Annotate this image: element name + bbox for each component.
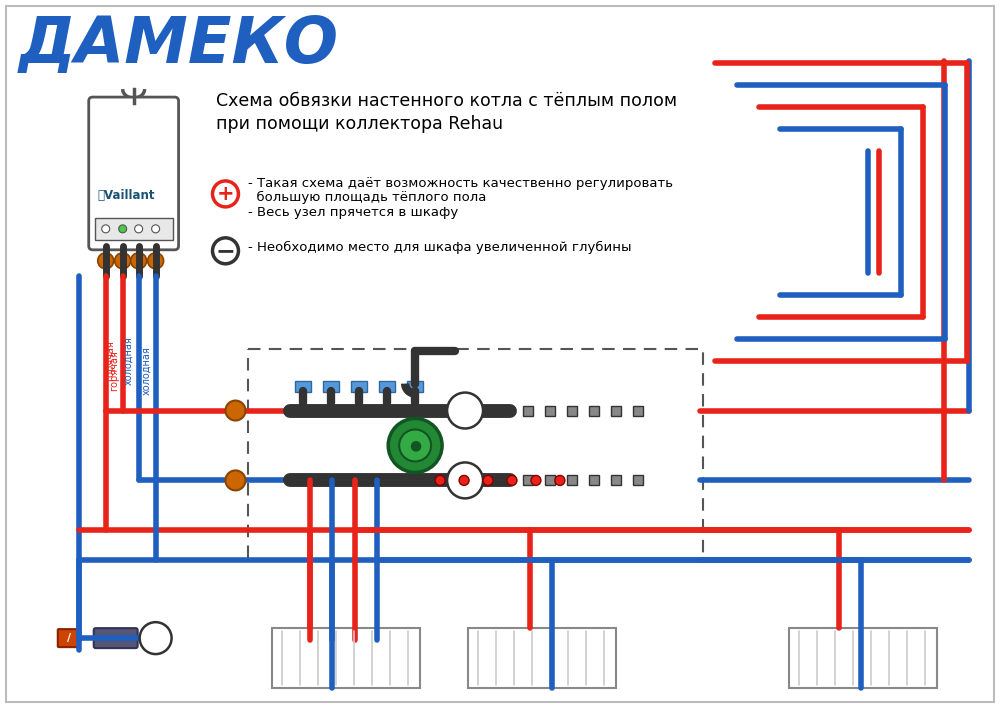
- Circle shape: [131, 253, 147, 269]
- Circle shape: [115, 253, 131, 269]
- Bar: [379, 380, 395, 392]
- Text: - Необходимо место для шкафа увеличенной глубины: - Необходимо место для шкафа увеличенной…: [248, 241, 632, 254]
- Text: ●: ●: [409, 438, 421, 452]
- Circle shape: [447, 392, 483, 428]
- Bar: [633, 406, 643, 416]
- FancyBboxPatch shape: [58, 629, 80, 647]
- FancyBboxPatch shape: [94, 628, 138, 648]
- Bar: [633, 475, 643, 486]
- Circle shape: [507, 475, 517, 486]
- Circle shape: [140, 622, 172, 654]
- Circle shape: [483, 475, 493, 486]
- Text: ДАМЕКО: ДАМЕКО: [19, 14, 339, 76]
- Circle shape: [225, 470, 245, 491]
- Bar: [789, 628, 937, 688]
- Circle shape: [98, 253, 114, 269]
- Bar: [545, 475, 555, 486]
- Text: - Весь узел прячется в шкафу: - Весь узел прячется в шкафу: [248, 206, 459, 219]
- Circle shape: [531, 475, 541, 486]
- Circle shape: [399, 429, 431, 462]
- Text: ⓥVaillant: ⓥVaillant: [98, 189, 155, 202]
- Text: горячая: горячая: [109, 350, 119, 391]
- Circle shape: [152, 225, 160, 233]
- Bar: [611, 406, 621, 416]
- Bar: [323, 380, 339, 392]
- Circle shape: [213, 181, 238, 207]
- Circle shape: [225, 401, 245, 421]
- Circle shape: [459, 475, 469, 486]
- Bar: [523, 406, 533, 416]
- Text: +: +: [217, 184, 234, 204]
- Bar: [589, 475, 599, 486]
- Text: холодная: холодная: [124, 337, 134, 385]
- Circle shape: [555, 475, 565, 486]
- Text: при помощи коллектора Rehau: при помощи коллектора Rehau: [216, 115, 503, 133]
- Bar: [611, 475, 621, 486]
- Circle shape: [135, 225, 143, 233]
- Text: - Такая схема даёт возможность качественно регулировать: - Такая схема даёт возможность качествен…: [248, 177, 673, 190]
- Text: −: −: [216, 239, 235, 263]
- Text: /: /: [67, 633, 71, 643]
- Bar: [567, 475, 577, 486]
- Circle shape: [447, 462, 483, 498]
- Bar: [545, 406, 555, 416]
- Bar: [295, 380, 311, 392]
- Bar: [272, 628, 420, 688]
- Circle shape: [435, 475, 445, 486]
- Bar: [523, 475, 533, 486]
- Bar: [468, 628, 616, 688]
- Bar: [351, 380, 367, 392]
- FancyBboxPatch shape: [89, 97, 179, 250]
- Circle shape: [388, 419, 442, 472]
- Circle shape: [213, 238, 238, 264]
- Circle shape: [148, 253, 164, 269]
- Text: большую площадь тёплого пола: большую площадь тёплого пола: [248, 191, 487, 204]
- Text: Схема обвязки настенного котла с тёплым полом: Схема обвязки настенного котла с тёплым …: [216, 92, 677, 110]
- Bar: [589, 406, 599, 416]
- Bar: [95, 218, 173, 240]
- Bar: [407, 380, 423, 392]
- Circle shape: [102, 225, 110, 233]
- Bar: [567, 406, 577, 416]
- Text: холодная: холодная: [142, 346, 152, 395]
- Circle shape: [119, 225, 127, 233]
- Text: горячая: горячая: [105, 340, 115, 381]
